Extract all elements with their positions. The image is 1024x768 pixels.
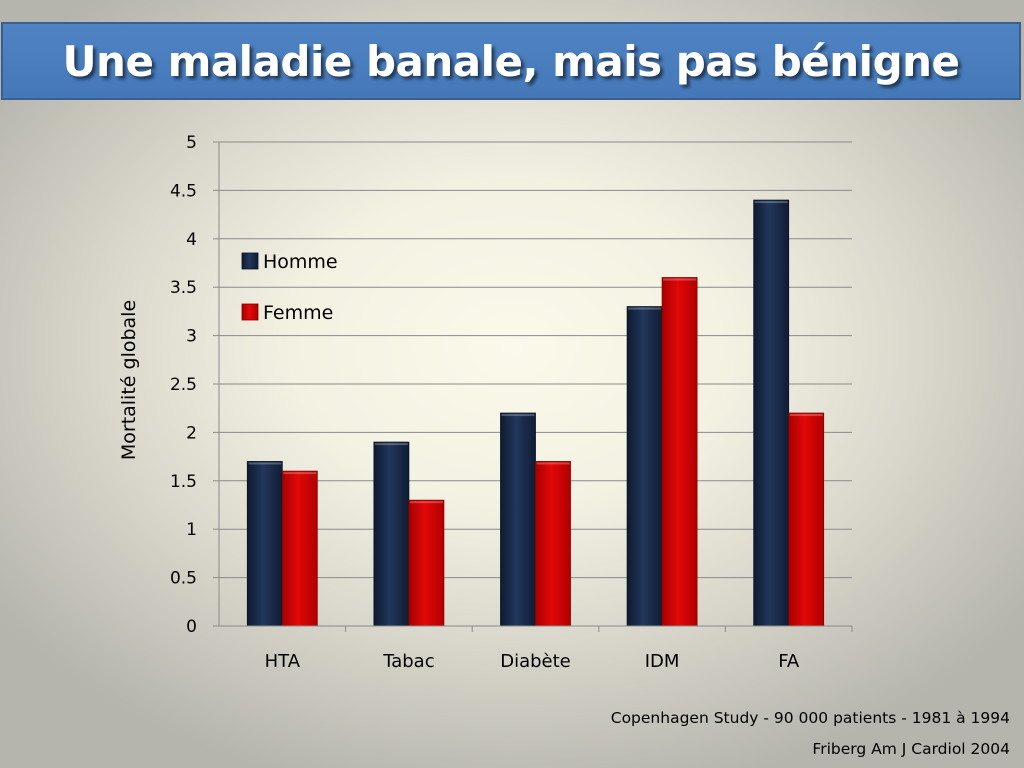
y-tick-label: 3.5: [170, 278, 197, 298]
bar-highlight: [754, 201, 788, 204]
legend-swatch-femme: [241, 303, 259, 321]
y-tick-label: 2.5: [170, 375, 197, 395]
bar-homme-tabac: [373, 441, 410, 627]
bar-highlight: [409, 501, 443, 504]
x-category-label: Tabac: [382, 651, 434, 672]
y-tick-label: 1: [186, 520, 197, 540]
title-bar: Une maladie banale, mais pas bénigne: [1, 22, 1021, 100]
y-tick-label: 4.5: [170, 181, 197, 201]
y-tick-label: 1.5: [170, 472, 197, 492]
bar-femme-idm: [661, 277, 698, 627]
bar-highlight: [663, 278, 697, 281]
bar-highlight: [283, 472, 317, 475]
bar-homme-idm: [626, 306, 663, 627]
x-category-label: Diabète: [500, 651, 571, 672]
bar-femme-fa: [788, 412, 825, 627]
bar-homme-fa: [753, 199, 790, 627]
x-category-label: IDM: [645, 651, 680, 672]
bar-homme-diabète: [500, 412, 536, 627]
bar-femme-diabète: [535, 461, 571, 627]
slide-title: Une maladie banale, mais pas bénigne: [62, 36, 960, 86]
legend-label-femme: Femme: [263, 302, 333, 324]
y-tick-label: 4: [186, 230, 197, 250]
source-citation: Copenhagen Study - 90 000 patients - 198…: [610, 709, 1010, 727]
bar-femme-hta: [281, 470, 318, 627]
bar-highlight: [789, 414, 823, 417]
y-tick-label: 0.5: [170, 569, 197, 589]
x-category-label: FA: [778, 651, 800, 672]
bar-homme-hta: [246, 461, 283, 627]
y-tick-label: 0: [186, 617, 197, 637]
y-tick-label: 2: [186, 423, 197, 443]
bar-chart: 0 0.5 1 1.5 2 2.5 3 3.5 4 4.5 5 HTA Tabac Diabète IDM F…: [118, 133, 853, 672]
legend-swatch-homme: [241, 252, 259, 270]
bar-femme-tabac: [408, 499, 445, 627]
reference-citation: Friberg Am J Cardiol 2004: [812, 740, 1010, 758]
bar-highlight: [536, 462, 570, 465]
bar-highlight: [248, 462, 282, 465]
legend-label-homme: Homme: [263, 251, 338, 273]
bar-highlight: [501, 414, 535, 417]
bar-highlight: [374, 443, 408, 446]
bar-highlight: [628, 307, 662, 310]
y-tick-label: 3: [186, 327, 197, 347]
y-tick-label: 5: [186, 133, 197, 153]
x-category-label: HTA: [265, 651, 301, 672]
y-axis-title: Mortalité globale: [118, 300, 140, 460]
